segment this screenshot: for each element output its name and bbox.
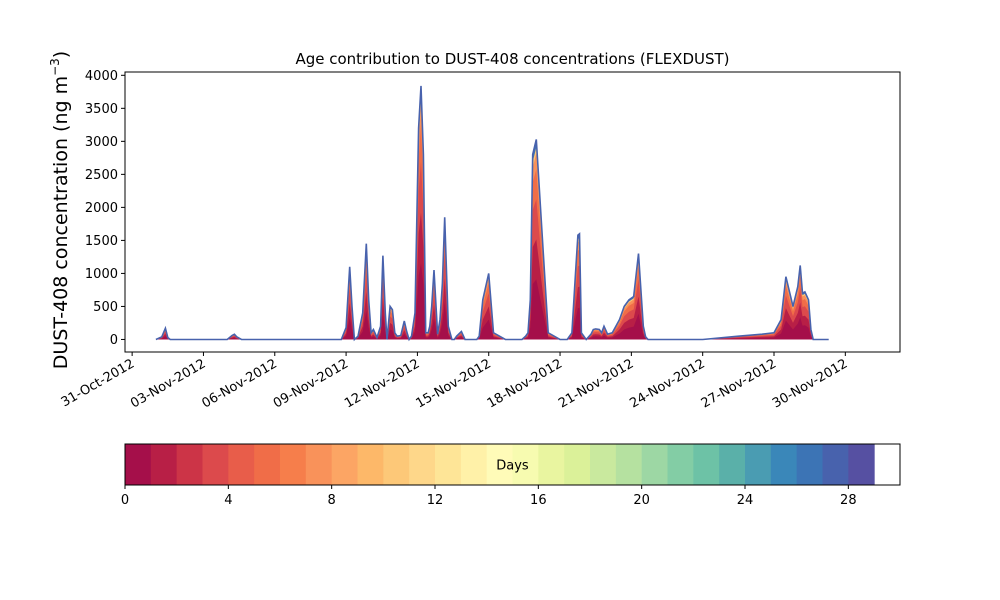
colorbar-segment [848,444,875,485]
x-tick-label: 27-Nov-2012 [699,356,779,411]
colorbar-tick-label: 12 [427,493,444,508]
y-axis-label-text: DUST-408 concentration (ng m [50,76,72,369]
x-tick-label: 18-Nov-2012 [485,356,565,411]
colorbar-segment [770,444,798,485]
colorbar-tick-label: 4 [224,493,232,508]
colorbar-segment [590,444,617,485]
colorbar-segment [331,444,358,485]
colorbar-frame [124,443,901,486]
y-tick-label: 2500 [85,168,118,183]
colorbar-segment [125,444,152,485]
colorbar-segment [615,444,643,485]
colorbar-segment [512,444,539,485]
area-layers [155,85,829,342]
y-tick-label: 1000 [85,267,118,282]
colorbar-segment [745,444,772,485]
x-tick-label: 15-Nov-2012 [413,356,493,411]
y-tick-label: 3500 [85,102,118,117]
y-tick-label: 1500 [85,234,118,249]
colorbar-segment [202,444,229,485]
colorbar-tick-label: 20 [633,493,650,508]
colorbar-segment [667,444,694,485]
area-age-band-7 [155,103,829,340]
colorbar-segment [150,444,178,485]
x-tick-label: 09-Nov-2012 [271,356,351,411]
colorbar-segment [254,444,281,485]
plot-frame [124,71,901,353]
colorbar-segment [486,444,513,485]
y-tick-label: 0 [110,333,118,348]
y-tick-label: 2000 [85,201,118,216]
colorbar-segment [693,444,720,485]
colorbar-segment [383,444,410,485]
colorbar: 0 4 8 12 16 20 24 28 [121,443,901,508]
colorbar-tick-label: 0 [121,493,129,508]
colorbar-segment [564,444,591,485]
x-tick-label: 21-Nov-2012 [556,356,636,411]
chart-title: Age contribution to DUST-408 concentrati… [295,50,729,68]
x-axis: 31-Oct-201203-Nov-201206-Nov-201209-Nov-… [59,352,850,411]
y-axis-label: DUST-408 concentration (ng m−3) [48,51,72,369]
colorbar-tick-label: 28 [840,493,857,508]
area-age-band-10 [155,96,829,340]
colorbar-segment [719,444,746,485]
plot-area [124,71,901,353]
colorbar-segment [409,444,436,485]
y-tick-label: 500 [93,300,118,315]
colorbar-segment [796,444,823,485]
area-age-band-26 [155,89,829,340]
colorbar-tick-label: 24 [737,493,754,508]
colorbar-segment [357,444,384,485]
x-tick-label: 30-Nov-2012 [770,356,850,411]
colorbar-segment [822,444,849,485]
area-age-band-5 [155,123,829,340]
area-age-band-28 [155,85,829,340]
x-tick-label: 12-Nov-2012 [342,356,422,411]
colorbar-tick-label: 16 [530,493,547,508]
colorbar-tick-label: 8 [328,493,336,508]
y-axis: 0 500 1000 1500 2000 2500 3000 3500 4000 [85,69,125,348]
y-axis-label-close: ) [50,51,72,58]
y-tick-label: 4000 [85,69,118,84]
colorbar-segment [641,444,668,485]
colorbar-label: Days [496,459,529,474]
colorbar-segment [280,444,307,485]
total-outline [155,85,829,342]
y-tick-label: 3000 [85,135,118,150]
colorbar-segment [228,444,255,485]
x-tick-label: 06-Nov-2012 [199,356,279,411]
colorbar-segment [435,444,462,485]
y-axis-label-unit: −3 [48,58,62,76]
colorbar-segment [305,444,333,485]
colorbar-segment [176,444,203,485]
colorbar-segment [538,444,565,485]
x-tick-label: 24-Nov-2012 [627,356,707,411]
colorbar-segment [460,444,488,485]
x-tick-label: 03-Nov-2012 [128,356,208,411]
